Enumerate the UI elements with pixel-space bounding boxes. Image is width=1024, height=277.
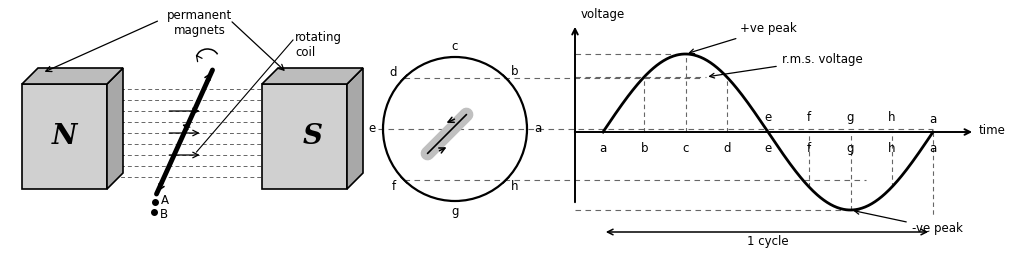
Text: d: d <box>723 142 730 155</box>
Text: c: c <box>452 40 458 53</box>
Text: f: f <box>807 111 811 124</box>
Polygon shape <box>106 68 123 189</box>
Text: a: a <box>599 142 606 155</box>
Text: b: b <box>511 65 519 78</box>
Text: a: a <box>930 142 937 155</box>
Text: voltage: voltage <box>581 8 626 21</box>
Text: permanent
magnets: permanent magnets <box>167 9 232 37</box>
Polygon shape <box>22 84 106 189</box>
Text: A: A <box>161 194 169 206</box>
Text: S: S <box>302 123 323 150</box>
Text: 1 cycle: 1 cycle <box>748 235 788 248</box>
Polygon shape <box>347 68 362 189</box>
Text: a: a <box>930 113 937 126</box>
Text: f: f <box>392 180 396 193</box>
Text: -ve peak: -ve peak <box>855 209 963 235</box>
Text: time: time <box>979 124 1006 137</box>
Text: h: h <box>511 180 519 193</box>
Text: e: e <box>764 111 772 124</box>
Text: f: f <box>807 142 811 155</box>
Text: +ve peak: +ve peak <box>689 22 798 54</box>
Text: h: h <box>888 111 896 124</box>
Text: e: e <box>369 122 376 135</box>
Text: N: N <box>52 123 77 150</box>
Text: e: e <box>764 142 772 155</box>
Text: rotating
coil: rotating coil <box>295 31 342 59</box>
Text: c: c <box>682 142 689 155</box>
Text: a: a <box>535 122 542 135</box>
Text: b: b <box>640 142 648 155</box>
Polygon shape <box>262 68 362 84</box>
Text: d: d <box>389 66 397 79</box>
Text: B: B <box>160 207 168 220</box>
Polygon shape <box>262 84 347 189</box>
Text: g: g <box>847 111 854 124</box>
Text: g: g <box>847 142 854 155</box>
Text: r.m.s. voltage: r.m.s. voltage <box>710 53 862 78</box>
Text: g: g <box>452 206 459 219</box>
Polygon shape <box>22 68 123 84</box>
Text: h: h <box>888 142 896 155</box>
